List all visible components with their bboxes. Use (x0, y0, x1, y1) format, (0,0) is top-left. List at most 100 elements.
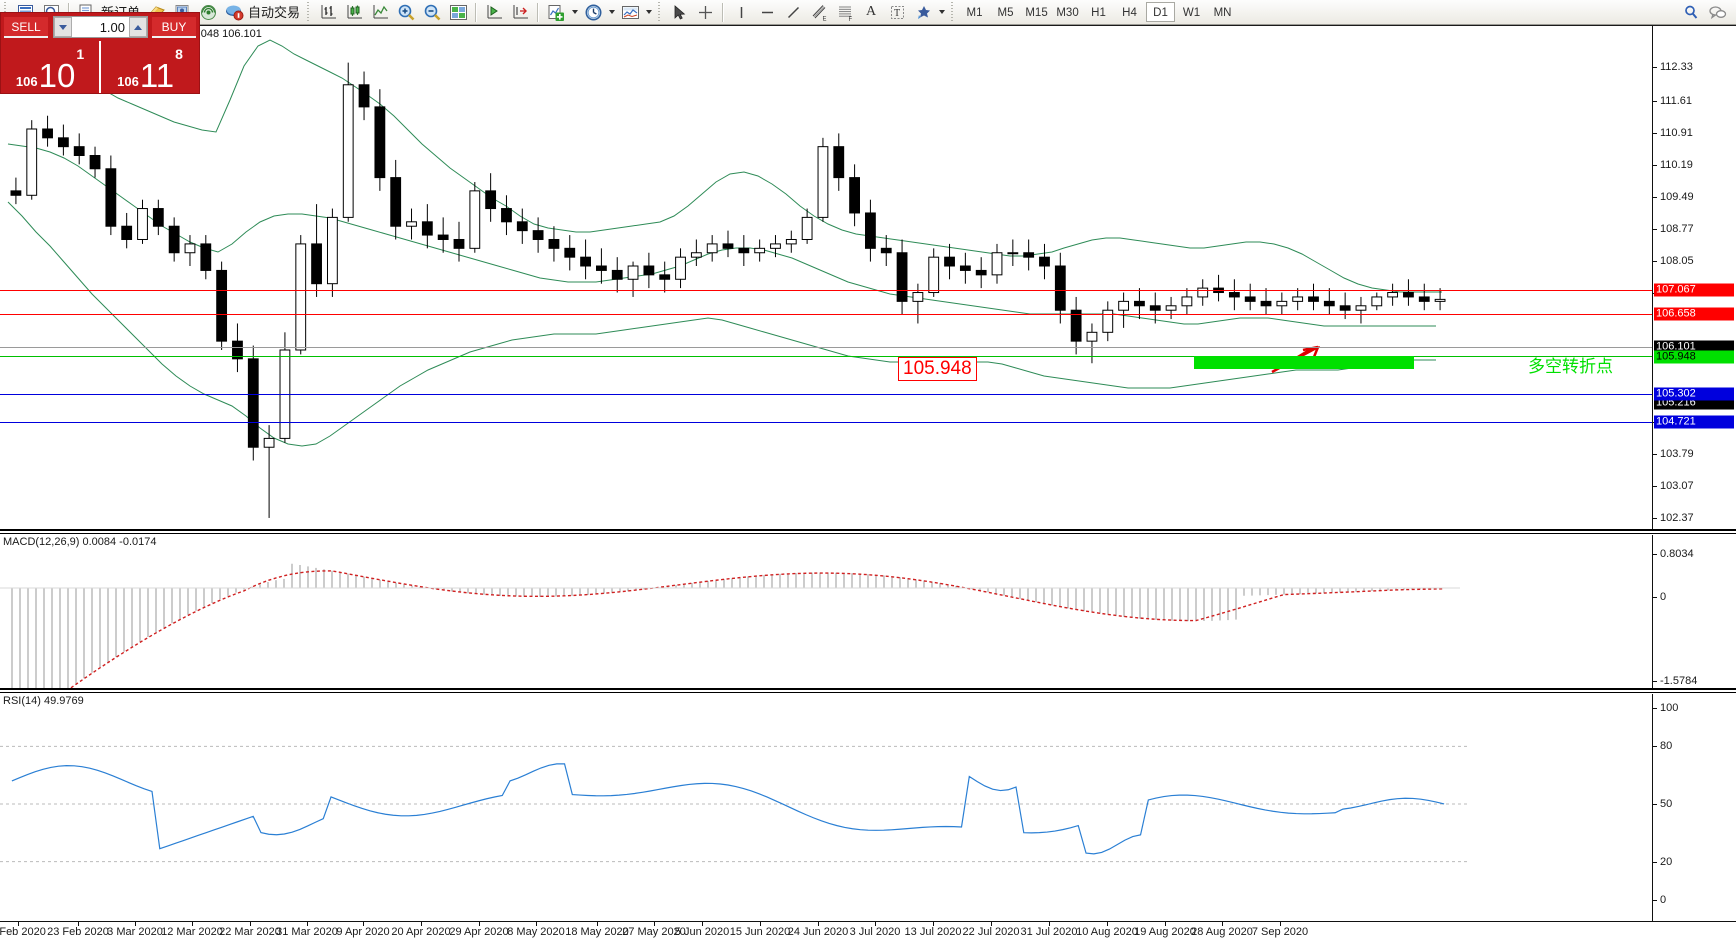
time-tick (479, 922, 480, 926)
candlestick-chart-icon[interactable] (341, 1, 367, 24)
tile-windows-icon[interactable] (445, 1, 471, 24)
price-badge-current-price: 106.101 (1654, 340, 1734, 354)
tab-timeframe-m15[interactable]: M15 (1025, 7, 1048, 19)
pane-divider-rsi-2 (0, 692, 1736, 693)
sell-button[interactable]: SELL (4, 17, 48, 38)
tab-timeframe-h4[interactable]: H4 (1122, 7, 1137, 19)
time-tick-label: 3 Jul 2020 (849, 926, 901, 938)
zoom-out-icon[interactable] (419, 1, 445, 24)
time-tick-label: 28 Aug 2020 (1191, 926, 1253, 938)
level-line-current-price (0, 347, 1652, 348)
equidistant-channel-icon[interactable]: E (806, 1, 832, 24)
price-badge-support-2: 104.721 (1654, 415, 1734, 429)
autotrading-icon[interactable] (221, 1, 247, 24)
pane-divider-rsi[interactable] (0, 688, 1736, 690)
auto-scroll-icon[interactable] (481, 1, 507, 24)
tab-timeframe-h1[interactable]: H1 (1091, 7, 1106, 19)
autotrading-label[interactable]: 自动交易 (248, 4, 301, 20)
zoom-in-icon[interactable] (393, 1, 419, 24)
rsi-tick-label: 100 (1660, 702, 1679, 714)
price-callout[interactable]: 105.948 (898, 357, 977, 381)
shapes-dropdown-arrow[interactable] (936, 1, 947, 24)
templates-icon[interactable] (617, 1, 643, 24)
turning-point-note[interactable]: 多空转折点 (1528, 357, 1613, 377)
time-tick-label: 27 May 2020 (622, 926, 686, 938)
main-toolbar: 新订单 自动交易 (0, 0, 1736, 25)
time-tick-label: 20 Apr 2020 (391, 926, 451, 938)
time-tick-label: 8 May 2020 (507, 926, 565, 938)
clock-icon[interactable] (580, 1, 606, 24)
time-tick-label: 22 Jul 2020 (962, 926, 1020, 938)
one-click-trading-panel[interactable]: SELL 1.00 BUY 106 10 1 106 11 8 (0, 12, 200, 94)
toolbar-grip-3[interactable] (657, 2, 664, 22)
time-tick (192, 922, 193, 926)
tab-timeframe-mn[interactable]: MN (1213, 7, 1232, 19)
volume-decrease-icon[interactable] (54, 17, 72, 37)
price-tick-label: 112.33 (1660, 61, 1693, 73)
text-icon[interactable]: A (858, 1, 884, 24)
support-zone-highlight (1194, 356, 1414, 369)
macd-label: MACD(12,26,9) 0.0084 -0.0174 (3, 536, 157, 548)
price-tick-label: 102.37 (1660, 512, 1694, 524)
toolbar-grip-2[interactable] (306, 2, 313, 22)
time-tick (1165, 922, 1166, 926)
volume-value[interactable]: 1.00 (99, 19, 125, 35)
trade-panel-controls: SELL 1.00 BUY (1, 13, 199, 41)
tab-timeframe-m5[interactable]: M5 (997, 7, 1014, 19)
vertical-line-icon[interactable] (728, 1, 754, 24)
time-tick (875, 922, 876, 926)
price-axis[interactable]: 112.33 111.61 110.91 110.19 109.49 108.7… (1652, 26, 1736, 529)
text-label-icon[interactable]: T (884, 1, 910, 24)
indicators-dropdown-arrow[interactable] (569, 1, 580, 24)
tab-timeframe-w1[interactable]: W1 (1182, 7, 1201, 19)
pane-divider-macd[interactable] (0, 529, 1736, 531)
horizontal-line-icon[interactable] (754, 1, 780, 24)
bid-price[interactable]: 106 10 1 (1, 41, 99, 93)
time-tick-label: 23 Feb 2020 (47, 926, 109, 938)
rsi-tick-label: 80 (1660, 740, 1673, 752)
bar-chart-icon[interactable] (315, 1, 341, 24)
tab-timeframe-d1[interactable]: D1 (1146, 2, 1176, 22)
templates-dropdown-arrow[interactable] (643, 1, 654, 24)
chat-bubble-icon[interactable] (1704, 1, 1730, 24)
fibonacci-icon[interactable]: F (832, 1, 858, 24)
trendline-icon[interactable] (780, 1, 806, 24)
price-badge-pivot: 105.948 (1654, 350, 1734, 364)
time-tick (307, 922, 308, 926)
indicators-icon[interactable] (543, 1, 569, 24)
time-tick-label: 18 May 2020 (565, 926, 629, 938)
price-tick-label: 108.77 (1660, 223, 1694, 235)
time-tick (135, 922, 136, 926)
time-tick (654, 922, 655, 926)
bid-price-point: 1 (76, 46, 85, 62)
toolbar-separator-5 (722, 2, 725, 22)
buy-button[interactable]: BUY (152, 17, 196, 38)
signals-icon[interactable] (195, 1, 221, 24)
cursor-arrow-icon[interactable] (666, 1, 692, 24)
chart-shift-icon[interactable] (507, 1, 533, 24)
tab-timeframe-m30[interactable]: M30 (1056, 7, 1079, 19)
toolbar-grip-4[interactable] (950, 2, 957, 22)
price-tick-label: 110.19 (1660, 159, 1693, 171)
volume-increase-icon[interactable] (129, 17, 147, 37)
time-tick (991, 922, 992, 926)
line-chart-icon[interactable] (367, 1, 393, 24)
price-pane[interactable]: USDJPY-,Daily 106.145 106.253 106.048 10… (0, 26, 1736, 529)
time-tick-label: 5 Jun 2020 (674, 926, 730, 938)
macd-pane[interactable]: MACD(12,26,9) 0.0084 -0.0174 0.8034 0 -1… (0, 535, 1736, 688)
magnifier-icon[interactable] (1678, 1, 1704, 24)
volume-stepper[interactable]: 1.00 (53, 16, 148, 38)
time-tick (78, 922, 79, 926)
shapes-icon[interactable] (910, 1, 936, 24)
chart-area[interactable]: USDJPY-,Daily 106.145 106.253 106.048 10… (0, 25, 1736, 942)
periodicity-dropdown-arrow[interactable] (606, 1, 617, 24)
crosshair-icon[interactable] (692, 1, 718, 24)
svg-text:T: T (894, 8, 900, 19)
ask-price[interactable]: 106 11 8 (99, 41, 199, 93)
tab-timeframe-m1[interactable]: M1 (966, 7, 983, 19)
level-line-resistance-2 (0, 314, 1652, 315)
time-tick (1049, 922, 1050, 926)
toolbar-right-group (1678, 1, 1736, 24)
rsi-pane[interactable]: RSI(14) 49.9769 100 80 50 20 0 (0, 694, 1736, 922)
